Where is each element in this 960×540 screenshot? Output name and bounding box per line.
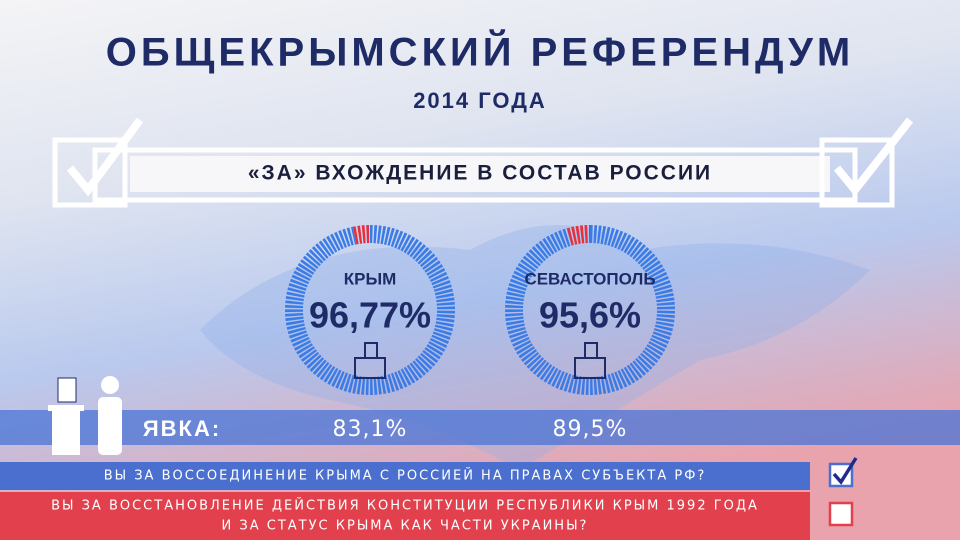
map-shape — [200, 225, 870, 470]
question-bar — [0, 462, 810, 490]
region-name: СЕВАСТОПОЛЬ — [524, 269, 655, 288]
content: КРЫМ 96,77% 83,1% СЕВАСТОПОЛЬ 95,6% 89,5% ВЫ З… — [0, 225, 858, 540]
region-value: 96,77% — [309, 295, 431, 336]
banner-box — [130, 156, 830, 192]
voter-icon — [48, 376, 122, 455]
banner-text: «ЗА» ВХОЖДЕНИЕ В СОСТАВ РОССИИ — [248, 162, 712, 185]
turnout-label: ЯВКА: — [143, 416, 221, 441]
check-left — [52, 117, 144, 208]
donut-segment — [285, 225, 455, 395]
donut-rest — [566, 225, 591, 246]
ballot-icon — [584, 342, 598, 359]
turnout-bar — [0, 410, 960, 445]
question-bar — [0, 492, 810, 540]
title: ОБЩЕКРЫМСКИЙ РЕФЕРЕНДУМ — [106, 29, 854, 75]
region-value: 95,6% — [539, 295, 641, 336]
question-text: ВЫ ЗА ВОССОЕДИНЕНИЕ КРЫМА С РОССИЕЙ НА П… — [104, 468, 707, 484]
check-right — [819, 117, 914, 208]
turnout-value: 83,1% — [333, 417, 408, 442]
checkmark — [832, 457, 858, 485]
question-text: И ЗА СТАТУС КРЫМА КАК ЧАСТИ УКРАИНЫ? — [222, 519, 589, 534]
donut-segment — [505, 225, 675, 395]
region-name: КРЫМ — [344, 269, 397, 288]
ballot-icon — [364, 342, 378, 359]
checkbox — [828, 501, 854, 527]
turnout-value: 89,5% — [553, 417, 628, 442]
checkbox — [828, 462, 854, 488]
question-text: ВЫ ЗА ВОССТАНОВЛЕНИЕ ДЕЙСТВИЯ КОНСТИТУЦИ… — [51, 498, 759, 514]
donut-rest — [352, 225, 371, 245]
subtitle: 2014 ГОДА — [413, 88, 547, 113]
